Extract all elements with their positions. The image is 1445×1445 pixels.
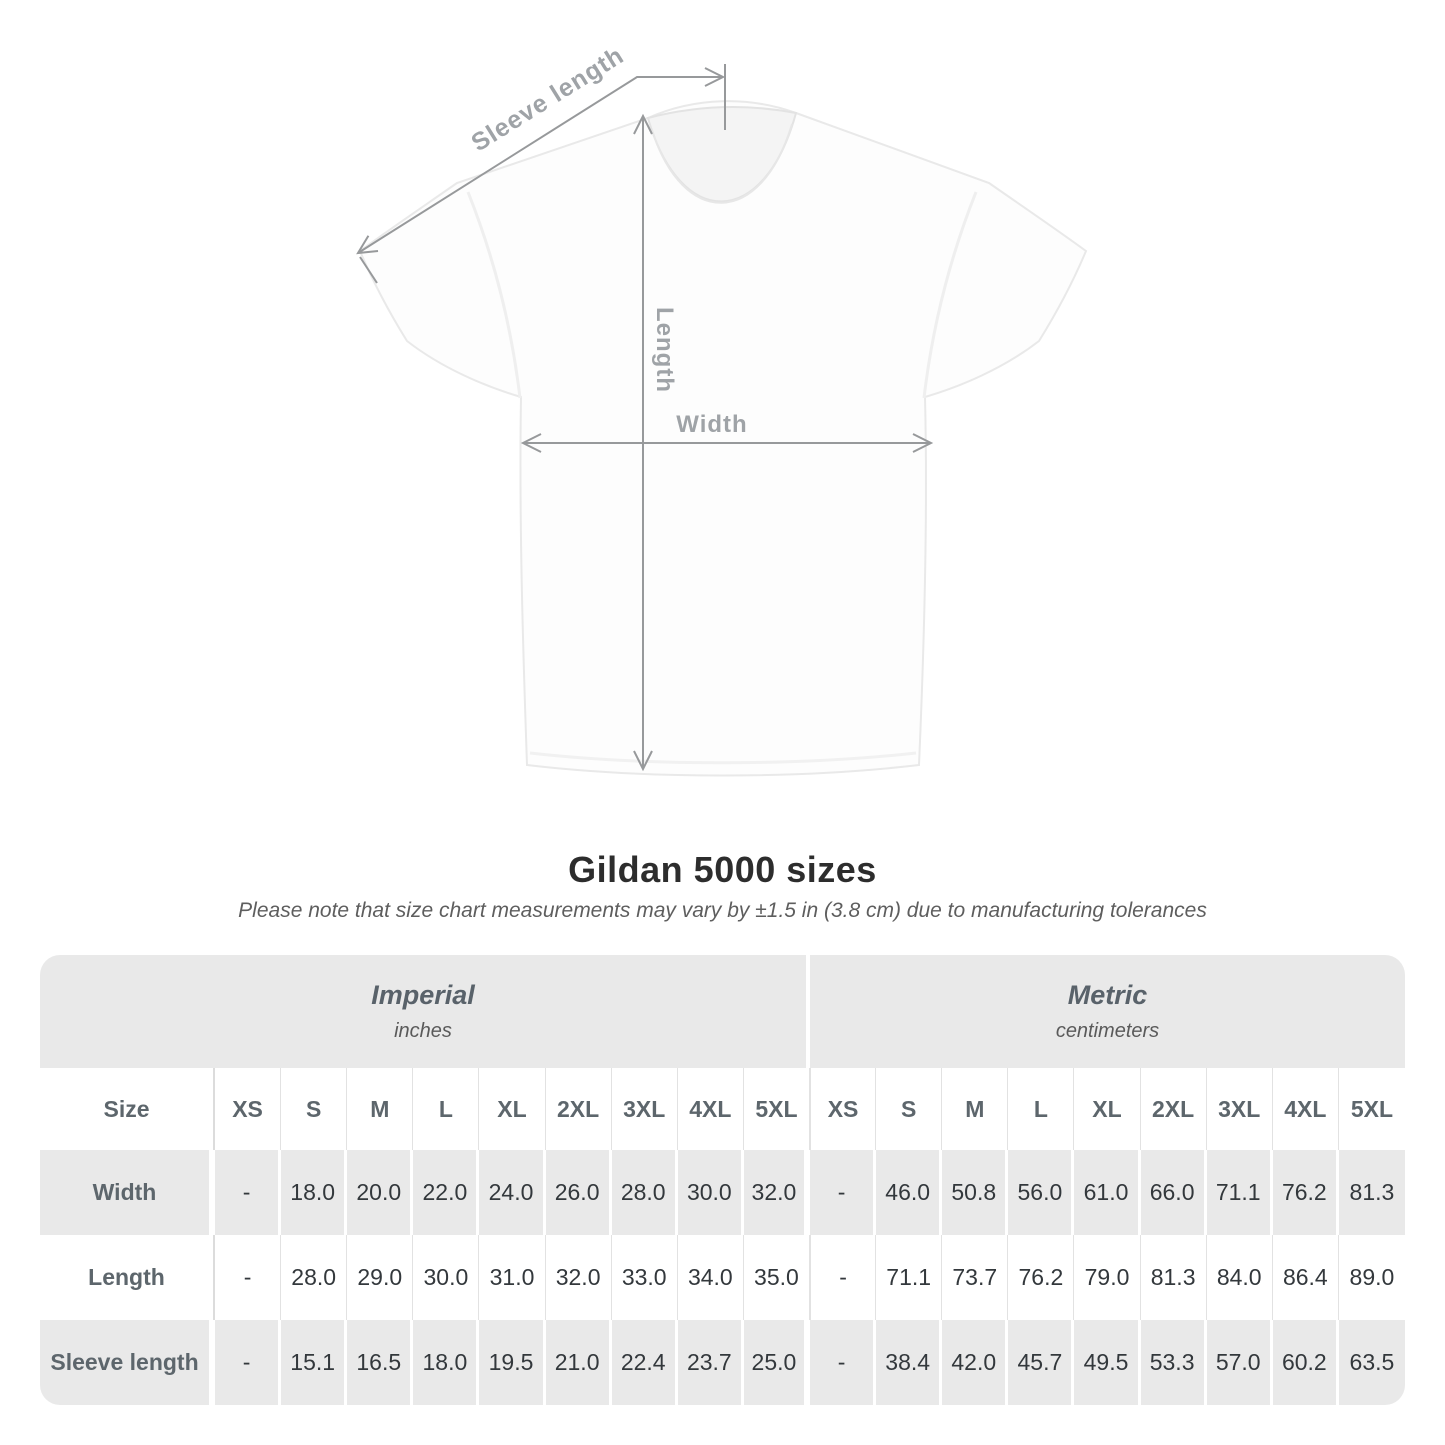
length-metric-cell: 81.3 [1140,1235,1207,1320]
sleeve-imperial-cell: 23.7 [677,1320,744,1405]
right-sleeve-seam [922,191,978,399]
sleeve-metric-cell: 45.7 [1008,1320,1075,1405]
width-imperial-cell: 22.0 [413,1150,480,1235]
tolerance-note: Please note that size chart measurements… [238,899,1207,922]
sleeve-metric-cell: 57.0 [1206,1320,1273,1405]
tshirt-measurement-diagram: Sleeve length Length Width [356,41,1088,777]
width-imperial-cell: 26.0 [545,1150,612,1235]
length-imperial-cell: 29.0 [347,1235,414,1320]
width-metric-cell: 46.0 [876,1150,943,1235]
sleeve-imperial-cell: 15.1 [281,1320,348,1405]
length-imperial-cell: 35.0 [743,1235,810,1320]
sleeve-imperial-cell: 19.5 [479,1320,546,1405]
width-imperial-cell: 20.0 [347,1150,414,1235]
sleeve-metric-cell: 42.0 [942,1320,1009,1405]
length-metric-cell: - [810,1235,877,1320]
size-col-header-imperial: S [281,1068,348,1150]
width-metric-cell: 50.8 [942,1150,1009,1235]
size-col-header-imperial: 4XL [677,1068,744,1150]
width-metric-cell: - [810,1150,877,1235]
metric-group-header: Metric centimeters [810,955,1405,1068]
size-col-header-imperial: 5XL [743,1068,810,1150]
width-metric-cell: 56.0 [1008,1150,1075,1235]
size-col-header-metric: M [942,1068,1009,1150]
width-metric-cell: 71.1 [1206,1150,1273,1235]
length-metric-cell: 73.7 [942,1235,1009,1320]
sleeve-metric-cell: 38.4 [876,1320,943,1405]
sleeve-metric-cell: 63.5 [1338,1320,1405,1405]
sleeve-imperial-cell: 18.0 [413,1320,480,1405]
size-col-header-metric: 5XL [1338,1068,1405,1150]
length-metric-cell: 84.0 [1206,1235,1273,1320]
hem-line [529,751,917,765]
imperial-group-unit: inches [394,1020,452,1042]
length-imperial-cell: 30.0 [413,1235,480,1320]
width-imperial-cell: 30.0 [677,1150,744,1235]
imperial-group-header: Imperial inches [40,955,810,1068]
tshirt-image [358,100,1088,777]
length-imperial-cell: 34.0 [677,1235,744,1320]
width-metric-cell: 81.3 [1338,1150,1405,1235]
row-label-sleeve-length: Sleeve length [40,1320,215,1405]
length-imperial-cell: 33.0 [611,1235,678,1320]
sleeve-metric-cell: 49.5 [1074,1320,1141,1405]
metric-group-unit: centimeters [1055,1020,1160,1042]
size-col-header-imperial: L [413,1068,480,1150]
size-col-header-imperial: 2XL [545,1068,612,1150]
page-title: Gildan 5000 sizes [568,849,877,890]
sleeve-imperial-cell: 16.5 [347,1320,414,1405]
sleeve-metric-cell: 60.2 [1272,1320,1339,1405]
size-col-header-metric: 2XL [1140,1068,1207,1150]
size-col-header-imperial: XL [479,1068,546,1150]
length-diagram-label: Length [651,307,678,393]
width-imperial-cell: 18.0 [281,1150,348,1235]
length-imperial-cell: - [215,1235,282,1320]
size-col-header-metric: 4XL [1272,1068,1339,1150]
sleeve-imperial-cell: 22.4 [611,1320,678,1405]
length-imperial-cell: 32.0 [545,1235,612,1320]
size-col-header-imperial: 3XL [611,1068,678,1150]
width-imperial-cell: 28.0 [611,1150,678,1235]
size-col-header-metric: L [1008,1068,1075,1150]
sleeve-imperial-cell: - [215,1320,282,1405]
width-imperial-cell: 24.0 [479,1150,546,1235]
width-metric-cell: 61.0 [1074,1150,1141,1235]
size-corner-header: Size [40,1068,215,1150]
sleeve-metric-cell: 53.3 [1140,1320,1207,1405]
sleeve-imperial-cell: 25.0 [743,1320,810,1405]
length-metric-cell: 71.1 [876,1235,943,1320]
metric-group-title: Metric [1067,980,1148,1010]
size-col-header-imperial: XS [215,1068,282,1150]
length-metric-cell: 76.2 [1008,1235,1075,1320]
size-col-header-imperial: M [347,1068,414,1150]
imperial-group-title: Imperial [371,980,475,1010]
row-label-width: Width [40,1150,215,1235]
size-col-header-metric: XS [810,1068,877,1150]
length-metric-cell: 79.0 [1074,1235,1141,1320]
size-col-header-metric: 3XL [1206,1068,1273,1150]
length-imperial-cell: 28.0 [281,1235,348,1320]
sleeve-length-dimension-line [356,64,726,284]
length-metric-cell: 89.0 [1338,1235,1405,1320]
size-col-header-metric: S [876,1068,943,1150]
width-metric-cell: 66.0 [1140,1150,1207,1235]
width-metric-cell: 76.2 [1272,1150,1339,1235]
sleeve-metric-cell: - [810,1320,877,1405]
size-col-header-metric: XL [1074,1068,1141,1150]
length-metric-cell: 86.4 [1272,1235,1339,1320]
row-label-length: Length [40,1235,215,1320]
size-chart-table: Imperial inches Metric centimeters Size … [40,955,1405,1405]
width-imperial-cell: 32.0 [743,1150,810,1235]
width-imperial-cell: - [215,1150,282,1235]
length-imperial-cell: 31.0 [479,1235,546,1320]
width-diagram-label: Width [676,411,747,438]
sleeve-imperial-cell: 21.0 [545,1320,612,1405]
